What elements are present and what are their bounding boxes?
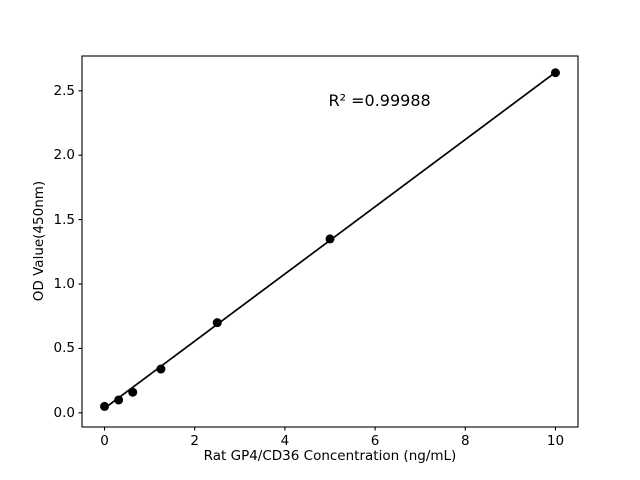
y-tick-label: 2.5 [53,82,75,99]
data-point [156,364,166,374]
plot-spines [81,55,579,428]
data-point [114,395,124,405]
r-squared-annotation: R² =0.99988 [328,91,431,111]
y-tick-label: 2.0 [53,147,75,164]
data-point [100,401,110,411]
y-tick-label: 0.0 [53,404,75,421]
x-tick-label: 4 [280,433,290,449]
x-tick-label: 0 [100,433,109,449]
data-point [212,318,222,328]
y-tick-label: 1.0 [53,276,75,292]
x-axis-title: Rat GP4/CD36 Concentration (ng/mL) [203,448,457,464]
x-tick-label: 6 [370,433,380,449]
data-point [550,68,560,78]
data-point [128,387,138,397]
data-point [325,234,335,244]
x-tick-label: 2 [190,433,200,449]
y-tick-label: 0.5 [53,340,75,357]
x-tick-label: 10 [546,433,565,449]
y-tick-label: 1.5 [53,211,75,228]
x-tick-label: 8 [460,433,470,449]
